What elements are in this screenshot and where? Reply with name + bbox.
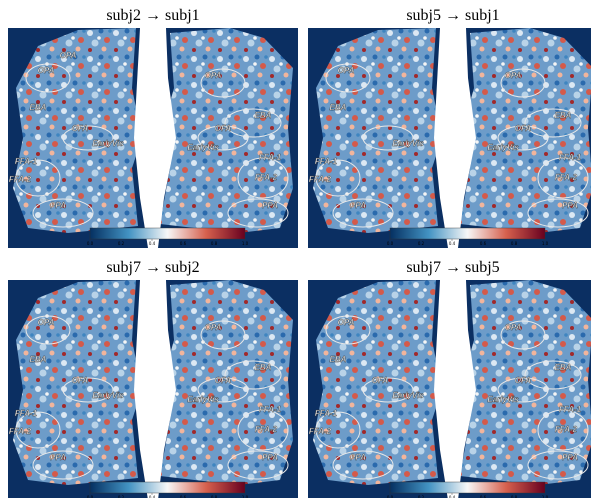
roi-label: FFA-2	[255, 425, 278, 434]
colorbar-tick-label: 1.0	[542, 241, 549, 246]
colorbar-tick-label: 0.8	[211, 241, 218, 246]
roi-label: PPA	[562, 453, 578, 462]
roi-label: FFA-2	[255, 173, 278, 182]
roi-label: FFA-2	[555, 173, 578, 182]
roi-label: FFA-2	[309, 175, 332, 184]
brain-panel: OPAEBAOFAEarlyVisFFA-1FFA-2PPAOPAEBAOFAE…	[8, 280, 298, 498]
panel-title: subj7 → subj5	[406, 259, 499, 276]
roi-label: FFA-2	[555, 425, 578, 434]
roi-label: EBA	[30, 103, 47, 112]
roi-label: PPA	[350, 453, 366, 462]
roi-label: PPA	[50, 201, 66, 210]
roi-label: FFA-1	[559, 153, 582, 162]
colorbar-tick-label: 0.0	[387, 241, 394, 246]
colorbar-tick-label: 0.4	[149, 241, 156, 246]
roi-label: FFA-1	[315, 157, 338, 166]
roi-label: OPA	[505, 323, 522, 332]
roi-label: EarlyVis	[392, 391, 424, 400]
roi-label: OFA	[215, 376, 232, 385]
roi-label: FFA-2	[9, 175, 32, 184]
roi-label: FFA-1	[259, 405, 282, 414]
roi-label: OFA	[372, 376, 389, 385]
roi-label: EBA	[255, 363, 272, 372]
brain-panel: OPAEBAOFAEarlyVisFFA-1FFA-2PPAOPAEBAOFAE…	[308, 280, 591, 498]
colorbar	[90, 228, 245, 239]
roi-label: OPA	[38, 318, 55, 327]
colorbar	[90, 482, 245, 493]
roi-label: EarlyVis	[187, 143, 219, 152]
roi-label: EBA	[330, 103, 347, 112]
roi-label: EarlyVis	[487, 395, 519, 404]
roi-label: PPA	[350, 201, 366, 210]
roi-label: EarlyVis	[487, 143, 519, 152]
roi-label: FFA-1	[315, 409, 338, 418]
roi-label: FFA-1	[259, 153, 282, 162]
roi-label: PPA	[262, 453, 278, 462]
roi-label: OFA	[515, 124, 532, 133]
roi-label: PPA	[262, 201, 278, 210]
roi-label: OPA	[38, 66, 55, 75]
roi-label: OFA	[515, 376, 532, 385]
roi-label: OFA	[215, 124, 232, 133]
panel-title: subj5 → subj1	[406, 7, 499, 24]
panel-title: subj7 → subj2	[106, 259, 199, 276]
panel-title: subj2 → subj1	[106, 7, 199, 24]
roi-label: EarlyVis	[92, 139, 124, 148]
colorbar	[390, 228, 545, 239]
brain-panel: OPAOPAEBAOFAEarlyVisFFA-1FFA-2PPAOPAEBAO…	[8, 28, 298, 248]
roi-label: EBA	[255, 111, 272, 120]
roi-label: OPA	[205, 323, 222, 332]
colorbar-tick-label: 0.8	[511, 241, 518, 246]
roi-label: EBA	[555, 111, 572, 120]
colorbar	[390, 482, 545, 493]
roi-label: PPA	[50, 453, 66, 462]
roi-label: OPA	[205, 71, 222, 80]
colorbar-tick-label: 0.2	[418, 241, 425, 246]
roi-label: EBA	[30, 355, 47, 364]
roi-label: FFA-1	[15, 157, 38, 166]
roi-label: OPA	[505, 71, 522, 80]
roi-label: FFA-2	[9, 427, 32, 436]
roi-label: EarlyVis	[392, 139, 424, 148]
roi-label: EarlyVis	[92, 391, 124, 400]
colorbar-tick-label: 0.4	[449, 241, 456, 246]
brain-panel: OPA EBA EarlyVis FFA-1 FFA-2 PPA OPA EBA OFA Earl…	[308, 28, 591, 248]
roi-label: OPA	[60, 51, 77, 60]
colorbar-tick-label: 0.2	[118, 241, 125, 246]
roi-label: PPA	[562, 201, 578, 210]
roi-label: EBA	[555, 363, 572, 372]
roi-label: EBA	[330, 355, 347, 364]
colorbar-tick-label: 0.0	[87, 241, 94, 246]
roi-label: FFA-1	[15, 409, 38, 418]
roi-label: OFA	[72, 376, 89, 385]
left-hemisphere	[313, 28, 442, 233]
roi-label: EarlyVis	[187, 395, 219, 404]
colorbar-tick-label: 1.0	[242, 241, 249, 246]
roi-label: FFA-1	[559, 405, 582, 414]
colorbar-tick-label: 0.6	[180, 241, 187, 246]
figure: subj2 → subj1OPAOPAEBAOFAEarlyVisFFA-1FF…	[0, 0, 591, 498]
roi-label: FFA-2	[309, 427, 332, 436]
roi-label: OFA	[72, 124, 89, 133]
roi-label: OPA	[338, 318, 355, 327]
colorbar-tick-label: 0.6	[480, 241, 487, 246]
roi-label: OPA	[338, 66, 355, 75]
